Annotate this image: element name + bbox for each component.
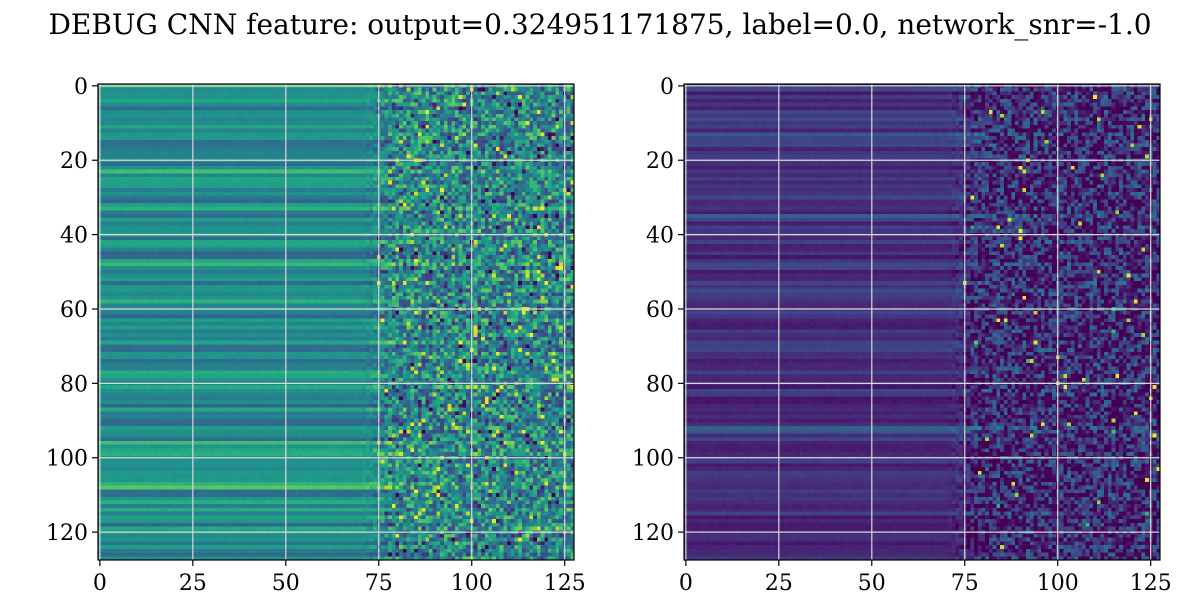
x-tick-label: 100 <box>451 571 493 596</box>
x-tick-label: 0 <box>679 571 693 596</box>
y-tick-label: 100 <box>632 447 674 472</box>
y-tick-label: 60 <box>646 298 674 323</box>
y-tick-label: 0 <box>660 75 674 100</box>
x-tick-label: 75 <box>365 571 393 596</box>
x-tick-label: 75 <box>951 571 979 596</box>
x-tick-label: 125 <box>1130 571 1172 596</box>
y-tick-label: 60 <box>60 298 88 323</box>
x-tick-label: 25 <box>179 571 207 596</box>
y-tick-label: 0 <box>74 75 88 100</box>
y-tick-label: 80 <box>646 372 674 397</box>
figure-title: DEBUG CNN feature: output=0.324951171875… <box>48 8 1151 41</box>
axes-frame <box>683 83 1161 561</box>
y-tick-label: 100 <box>46 447 88 472</box>
heatmap-image <box>98 84 574 560</box>
x-tick-label: 50 <box>858 571 886 596</box>
x-tick-label: 100 <box>1037 571 1079 596</box>
y-tick-label: 40 <box>646 224 674 249</box>
heatmap-panel-left: 0 25 50 75 100 125 0 20 40 60 80 100 120 <box>46 75 586 596</box>
heatmap-image <box>684 84 1160 560</box>
x-tick-label: 50 <box>272 571 300 596</box>
x-tick-label: 125 <box>544 571 586 596</box>
y-tick-label: 120 <box>46 521 88 546</box>
axes-frame <box>97 83 575 561</box>
y-tick-label: 20 <box>646 149 674 174</box>
y-tick-label: 120 <box>632 521 674 546</box>
y-tick-label: 80 <box>60 372 88 397</box>
x-tick-label: 0 <box>93 571 107 596</box>
heatmap-panel-right: 0 25 50 75 100 125 0 20 40 60 80 100 120 <box>632 75 1172 596</box>
y-tick-label: 40 <box>60 224 88 249</box>
y-tick-label: 20 <box>60 149 88 174</box>
x-tick-label: 25 <box>765 571 793 596</box>
